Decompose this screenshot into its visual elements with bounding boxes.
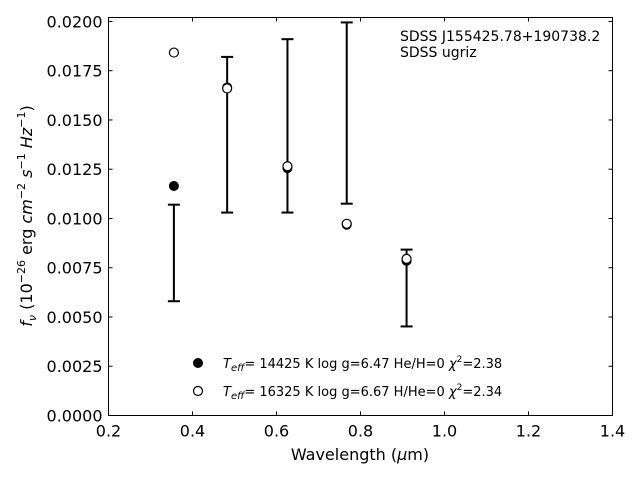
model-point-open [282, 161, 293, 172]
plot-area [167, 21, 413, 328]
legend: Teff= 14425 K log g=6.47 He/H=0 χ2=2.38 … [192, 355, 502, 402]
x-tick-label: 0.8 [348, 422, 373, 441]
y-tick-label: 0.0200 [47, 12, 103, 31]
legend-entry-open: Teff= 16325 K log g=6.67 H/He=0 χ2=2.34 [223, 383, 502, 402]
x-axis-label: Wavelength (μm) [291, 445, 429, 464]
x-tick-label: 1.2 [516, 422, 541, 441]
svg-text:fν (10−26 erg cm−2 s−1 Hz−1): fν (10−26 erg cm−2 s−1 Hz−1) [15, 105, 39, 326]
x-tick-label: 0.2 [96, 422, 121, 441]
y-tick-label: 0.0075 [47, 259, 103, 278]
x-axis: 0.2 0.4 0.6 0.8 1.0 1.2 1.4 [96, 17, 625, 441]
x-tick-label: 0.4 [180, 422, 205, 441]
model-point-open [168, 47, 179, 58]
model-point-open [222, 83, 233, 94]
legend-marker-filled [193, 358, 203, 368]
x-tick-label: 1.4 [600, 422, 625, 441]
model-point-open [341, 218, 352, 229]
x-tick-label: 0.6 [264, 422, 289, 441]
plot-frame [108, 17, 613, 416]
y-tick-label: 0.0000 [47, 407, 103, 426]
y-tick-label: 0.0025 [47, 357, 103, 376]
model-point-filled [168, 180, 179, 191]
legend-marker-open [192, 385, 204, 397]
y-tick-label: 0.0175 [47, 62, 103, 81]
y-tick-label: 0.0150 [47, 111, 103, 130]
y-axis: 0.0000 0.0025 0.0050 0.0075 0.0100 0.0125 0.01… [47, 12, 613, 426]
x-tick-label: 1.0 [432, 422, 457, 441]
y-tick-label: 0.0100 [47, 209, 103, 228]
y-axis-label: fν (10−26 erg cm−2 s−1 Hz−1) [15, 105, 39, 326]
model-point-open [401, 253, 412, 264]
photometry-system-annotation: SDSS ugriz [400, 45, 477, 61]
y-tick-label: 0.0050 [47, 308, 103, 327]
object-name-annotation: SDSS J155425.78+190738.2 [400, 29, 600, 45]
y-tick-label: 0.0125 [47, 160, 103, 179]
legend-entry-filled: Teff= 14425 K log g=6.47 He/H=0 χ2=2.38 [223, 355, 502, 374]
